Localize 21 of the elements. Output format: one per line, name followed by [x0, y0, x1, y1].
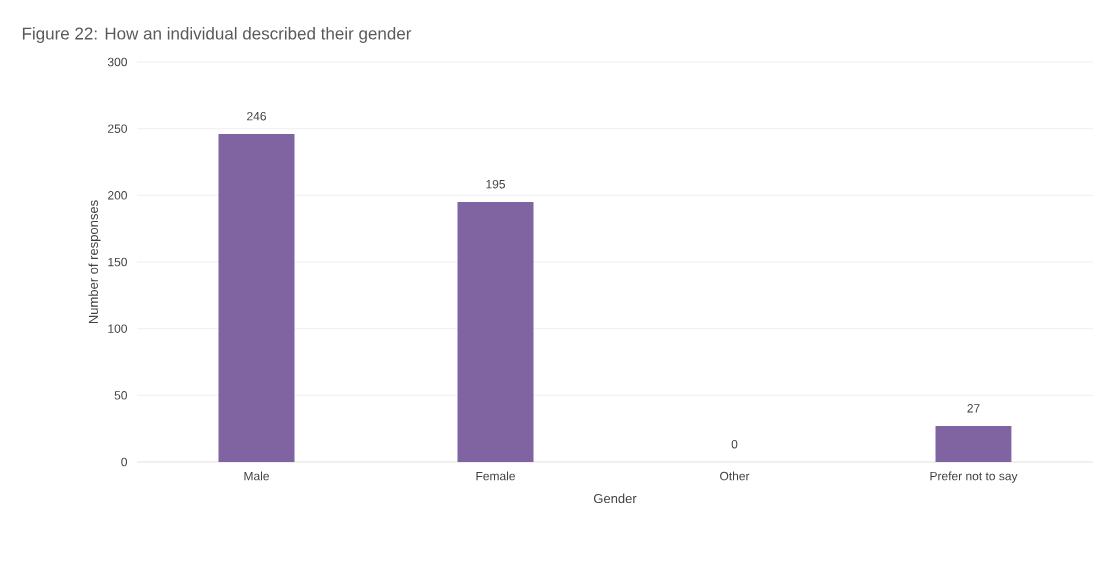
y-tick-label: 50 [114, 391, 127, 400]
data-label: 27 [967, 404, 980, 413]
x-tick-label: Other [720, 471, 750, 481]
data-label: 0 [731, 439, 738, 449]
bar [935, 426, 1012, 462]
y-tick-label: 200 [108, 191, 127, 200]
y-tick-label: 250 [108, 124, 127, 133]
y-tick-label: 150 [108, 257, 127, 267]
bar [457, 202, 534, 462]
y-tick-label: 0 [121, 457, 128, 467]
x-tick-label: Prefer not to say [930, 471, 1018, 483]
y-tick-label: 100 [108, 324, 127, 333]
chart-title: Figure 22: How an individual described their gender [22, 27, 412, 43]
bar [218, 134, 295, 462]
y-tick-label: 300 [107, 57, 127, 67]
x-tick-label: Male [244, 471, 269, 481]
data-label: 246 [247, 111, 266, 121]
y-axis-title: Number of responses [88, 200, 101, 324]
x-tick-label: Female [476, 471, 515, 481]
data-label: 195 [486, 179, 505, 189]
x-axis-title: Gender [593, 493, 637, 504]
